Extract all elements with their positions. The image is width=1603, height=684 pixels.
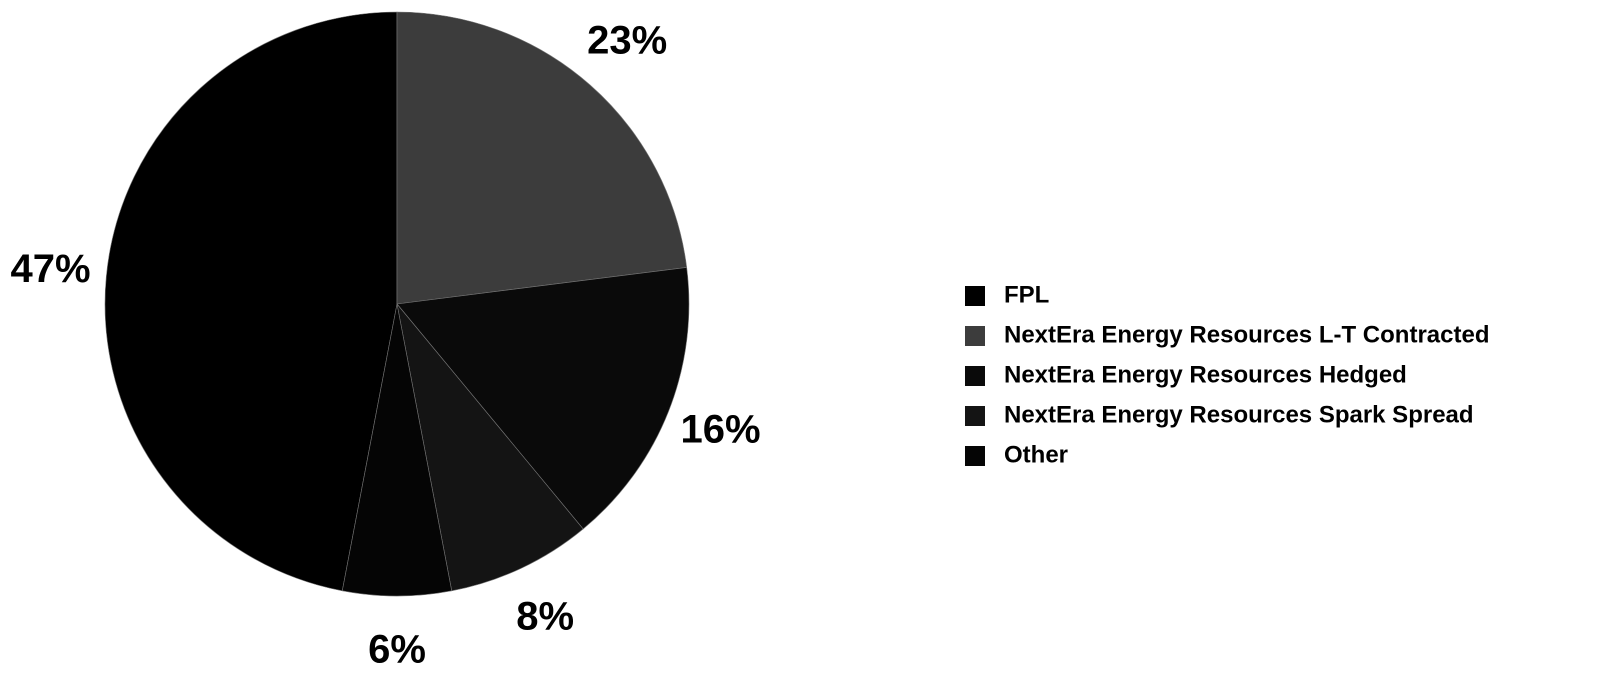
legend-swatch xyxy=(965,366,985,386)
legend-swatch xyxy=(965,286,985,306)
legend-swatch xyxy=(965,326,985,346)
value-label: 47% xyxy=(11,247,91,291)
pie-slice xyxy=(396,11,688,305)
legend-label: FPL xyxy=(1004,281,1049,308)
legend-label: NextEra Energy Resources Spark Spread xyxy=(1004,401,1474,428)
legend-swatch xyxy=(965,406,985,426)
pie-slice xyxy=(341,303,453,597)
value-label: 16% xyxy=(681,408,761,452)
value-label: 6% xyxy=(368,628,426,672)
value-label: 8% xyxy=(516,594,574,638)
legend-swatch xyxy=(965,446,985,466)
pie-slice xyxy=(104,11,398,592)
legend-label: NextEra Energy Resources L-T Contracted xyxy=(1004,321,1489,348)
pie-slice xyxy=(396,303,584,592)
value-label: 23% xyxy=(587,19,667,63)
legend-label: Other xyxy=(1004,441,1068,468)
pie-slice xyxy=(396,267,690,530)
legend-label: NextEra Energy Resources Hedged xyxy=(1004,361,1407,388)
